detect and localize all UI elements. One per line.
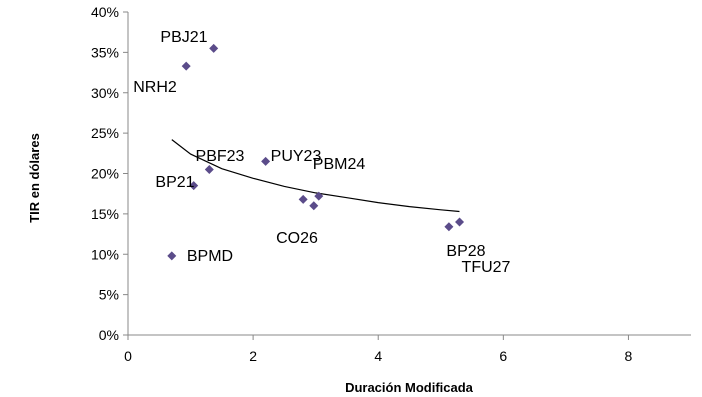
chart-axes: 0% 5% 10% 15% 20% 25% 30% 35% 40% 0 2 4 6 8 <box>91 4 691 364</box>
data-point <box>209 43 219 53</box>
point-label: TFU27 <box>462 259 511 276</box>
data-point <box>261 156 271 166</box>
point-label: NRH2 <box>133 79 177 96</box>
x-tick-label: 0 <box>124 348 132 364</box>
x-tick-label: 4 <box>374 348 382 364</box>
x-tick-label: 6 <box>499 348 507 364</box>
data-point <box>298 194 308 204</box>
point-label: PBJ21 <box>160 29 207 46</box>
trendline <box>171 139 460 213</box>
x-axis-title: Duración Modificada <box>345 380 474 395</box>
data-point <box>444 222 454 232</box>
point-label: PBF23 <box>196 148 245 165</box>
y-axis-title: TIR en dólares <box>27 133 42 223</box>
point-label: BP21 <box>155 174 194 191</box>
point-label: BP28 <box>446 243 485 260</box>
data-point <box>181 61 191 71</box>
point-label: BPMD <box>187 248 233 265</box>
point-label: CO26 <box>276 230 318 247</box>
point-label: PUY23 <box>271 148 322 165</box>
y-tick-label: 5% <box>99 287 119 303</box>
data-point <box>167 251 177 261</box>
x-tick-label: 2 <box>249 348 257 364</box>
data-point <box>455 217 465 227</box>
y-tick-label: 20% <box>91 166 119 182</box>
y-tick-label: 15% <box>91 206 119 222</box>
y-tick-label: 35% <box>91 44 119 60</box>
y-tick-label: 40% <box>91 4 119 20</box>
data-point <box>189 181 199 191</box>
y-tick-label: 25% <box>91 125 119 141</box>
y-tick-label: 0% <box>99 327 119 343</box>
data-points-group <box>167 43 465 261</box>
point-label: PBM24 <box>313 156 366 173</box>
y-tick-label: 10% <box>91 246 119 262</box>
y-tick-label: 30% <box>91 85 119 101</box>
x-tick-label: 8 <box>625 348 633 364</box>
data-point <box>204 164 214 174</box>
data-point <box>309 201 319 211</box>
trendline-group <box>171 139 460 213</box>
data-point <box>314 191 324 201</box>
